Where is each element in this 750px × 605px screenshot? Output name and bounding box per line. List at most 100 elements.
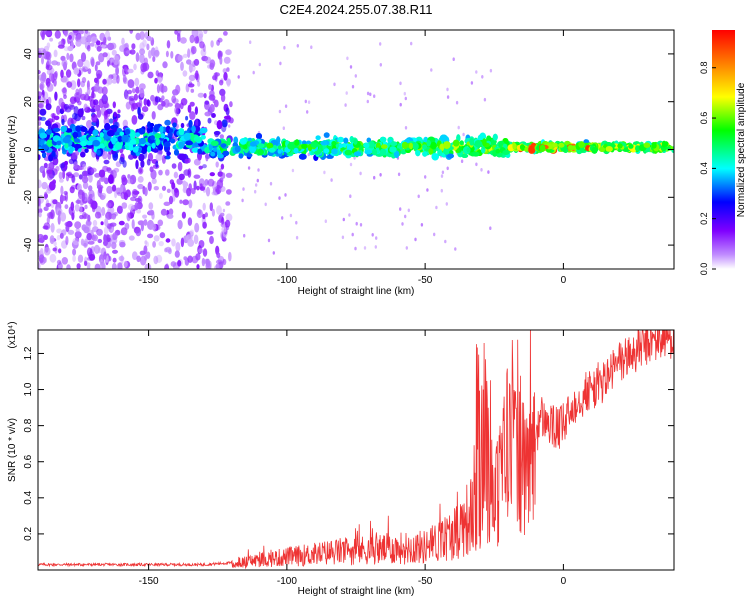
spectrogram-cell bbox=[104, 30, 111, 40]
spectrogram-cell bbox=[213, 147, 218, 152]
spectrogram-cell bbox=[204, 146, 211, 154]
spectrogram-cell bbox=[84, 204, 88, 210]
spectrogram-cell bbox=[171, 163, 177, 169]
spectrogram-cell bbox=[108, 174, 114, 185]
spectrogram-cell bbox=[165, 50, 169, 58]
spectrogram-cell bbox=[191, 187, 196, 195]
spectrogram-cell bbox=[85, 140, 94, 146]
spectrogram-cell bbox=[161, 154, 166, 164]
spectrogram-cell bbox=[101, 206, 106, 216]
spectrogram-cell bbox=[111, 49, 117, 56]
spectrogram-cell bbox=[282, 126, 285, 130]
spectrogram-cell bbox=[214, 131, 220, 138]
spectrogram-cell bbox=[77, 78, 81, 88]
spectrogram-cell bbox=[489, 68, 493, 73]
spectrogram-cell bbox=[73, 67, 80, 75]
spectrogram-cell bbox=[99, 261, 106, 269]
spectrogram-cell bbox=[302, 140, 307, 145]
spectrogram-cell bbox=[182, 70, 188, 77]
spectrogram-cell bbox=[401, 222, 404, 226]
spectrogram-cell bbox=[59, 232, 64, 239]
spectrogram-cell bbox=[56, 259, 62, 265]
spectrogram-cell bbox=[164, 264, 170, 269]
spectrogram-cell bbox=[211, 208, 215, 217]
spectrogram-cell bbox=[323, 170, 326, 175]
spectrogram-cell bbox=[266, 142, 274, 149]
spectrogram-cell bbox=[287, 142, 296, 150]
spectrogram-cell bbox=[284, 193, 287, 197]
spectrogram-cell bbox=[149, 123, 155, 127]
spectrogram-cell bbox=[90, 108, 96, 113]
spectrogram-cell bbox=[141, 144, 149, 152]
spectrogram-cell bbox=[189, 111, 196, 120]
spectrogram-cell bbox=[330, 178, 333, 182]
spectrogram-cell bbox=[483, 97, 487, 102]
spectrogram-cell bbox=[454, 247, 457, 251]
spectrogram-cell bbox=[252, 70, 255, 75]
spectrogram-cell bbox=[131, 115, 138, 125]
spectrogram-cell bbox=[129, 139, 137, 145]
spectrogram-cell bbox=[46, 139, 54, 147]
spectrogram-cell bbox=[220, 143, 227, 148]
spectrogram-cell bbox=[113, 131, 121, 136]
spectrogram-cell bbox=[112, 184, 117, 192]
spectrogram-cell bbox=[155, 70, 159, 77]
spectrogram-cell bbox=[81, 115, 86, 121]
spectrogram-cell bbox=[351, 232, 354, 237]
spectrogram-cell bbox=[430, 68, 433, 72]
spectrogram-cell bbox=[349, 162, 353, 167]
spectrogram-cell bbox=[147, 233, 154, 239]
spectrogram-cell bbox=[502, 150, 510, 155]
spectrogram-cell bbox=[121, 135, 129, 143]
spectrogram-cell bbox=[143, 98, 148, 106]
spectrogram-cell bbox=[225, 172, 233, 178]
spectrogram-cell bbox=[226, 189, 232, 195]
spectrogram-cell bbox=[93, 99, 99, 106]
spectrogram-cell bbox=[258, 62, 261, 67]
spectrogram-cell bbox=[457, 125, 460, 130]
spectrogram-cell bbox=[439, 143, 445, 152]
spectrogram-cell bbox=[64, 160, 68, 166]
spectrogram-cell bbox=[247, 166, 251, 170]
spectrogram-cell bbox=[154, 77, 158, 84]
spectrogram-cell bbox=[42, 151, 47, 159]
spectrogram-cell bbox=[43, 222, 51, 230]
spectrogram-cell bbox=[45, 203, 52, 207]
snr-y-ticks: 0.2 0.4 0.6 0.8 1.0 1.2 bbox=[23, 346, 674, 541]
spectrogram-cell bbox=[89, 198, 94, 208]
spectrogram-cell bbox=[137, 128, 146, 135]
spectrogram-cell bbox=[109, 222, 117, 227]
spectrogram-cell bbox=[428, 148, 434, 155]
y-tick-label: 0.2 bbox=[23, 527, 34, 541]
spectrogram-cell bbox=[269, 181, 273, 186]
spectrogram-cell bbox=[54, 91, 58, 101]
spectrogram-cell bbox=[95, 61, 101, 66]
spectrogram-cell bbox=[180, 237, 185, 248]
spectrogram-cell bbox=[364, 149, 373, 155]
spectrogram-cell bbox=[187, 48, 191, 59]
spectrogram-cell bbox=[116, 205, 123, 214]
spectrogram-cell bbox=[289, 213, 293, 218]
spectrogram-cell bbox=[169, 179, 175, 185]
spectrogram-cell bbox=[80, 137, 87, 143]
spectrogram-cell bbox=[112, 257, 117, 263]
spectrogram-cell bbox=[156, 84, 161, 94]
spectrogram-cell bbox=[160, 208, 168, 216]
spectrogram-cell bbox=[293, 147, 299, 154]
spectrogram-cell bbox=[151, 142, 156, 149]
spectrogram-cell bbox=[225, 107, 230, 116]
spectrogram-cell bbox=[512, 142, 517, 150]
spectrogram-cell bbox=[255, 183, 258, 187]
spectrogram-cell bbox=[226, 67, 230, 72]
spectrogram-cell bbox=[331, 148, 338, 155]
spectrogram-cell bbox=[103, 140, 108, 147]
spectrogram-cell bbox=[143, 57, 148, 66]
spectrogram-cell bbox=[397, 172, 401, 177]
spectrogram-cell bbox=[174, 30, 178, 35]
spectrogram-cell bbox=[99, 32, 106, 42]
spectrogram-cell bbox=[410, 41, 413, 46]
spectrogram-cell bbox=[111, 136, 116, 145]
spectrogram-cell bbox=[165, 169, 170, 176]
spectrogram-cell bbox=[296, 44, 299, 48]
spectrogram-cell bbox=[191, 46, 197, 55]
